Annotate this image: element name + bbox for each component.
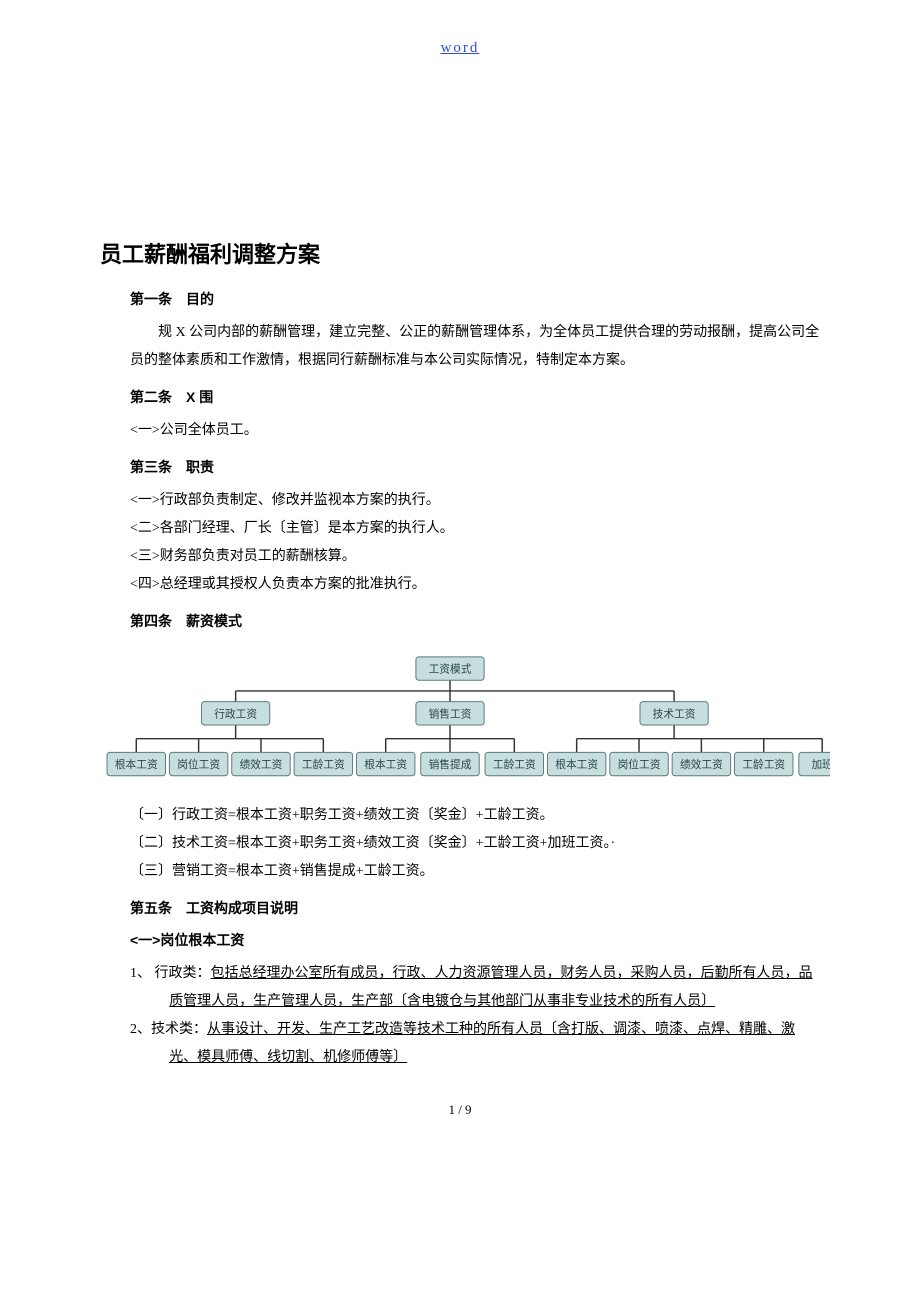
svg-text:绩效工资: 绩效工资 bbox=[240, 758, 283, 771]
svg-text:岗位工资: 岗位工资 bbox=[618, 758, 661, 771]
svg-text:加班: 加班 bbox=[811, 759, 830, 771]
article-3-item-2: <二>各部门经理、厂长〔主管〕是本方案的执行人。 bbox=[130, 515, 820, 543]
article-4-formula-3: 〔三〕营销工资=根本工资+销售提成+工龄工资。 bbox=[130, 858, 820, 886]
svg-text:绩效工资: 绩效工资 bbox=[680, 758, 723, 771]
article-5-item-1: 1、 行政类：包括总经理办公室所有成员，行政、人力资源管理人员，财务人员，采购人… bbox=[130, 960, 820, 1016]
svg-text:根本工资: 根本工资 bbox=[115, 758, 158, 771]
svg-text:工龄工资: 工龄工资 bbox=[742, 758, 785, 771]
svg-text:工龄工资: 工龄工资 bbox=[302, 758, 345, 771]
article-4-formula-2: 〔二〕技术工资=根本工资+职务工资+绩效工资〔奖金〕+工龄工资+加班工资。· bbox=[130, 830, 820, 858]
header-link[interactable]: word bbox=[100, 40, 820, 57]
article-3-item-4: <四>总经理或其授权人负责本方案的批准执行。 bbox=[130, 571, 820, 599]
svg-text:根本工资: 根本工资 bbox=[364, 758, 407, 771]
svg-text:销售工资: 销售工资 bbox=[429, 707, 472, 720]
item-underline: 从事设计、开发、生产工艺改造等技术工种的所有人员〔含打版、调漆、喷漆、点焊、精雕… bbox=[169, 1022, 795, 1065]
article-3-heading: 第三条 职责 bbox=[130, 457, 820, 477]
article-5-item-2: 2、技术类：从事设计、开发、生产工艺改造等技术工种的所有人员〔含打版、调漆、喷漆… bbox=[130, 1016, 820, 1072]
svg-text:根本工资: 根本工资 bbox=[555, 758, 598, 771]
article-5-heading: 第五条 工资构成项目说明 bbox=[130, 898, 820, 918]
svg-text:工资模式: 工资模式 bbox=[429, 662, 472, 675]
svg-text:技术工资: 技术工资 bbox=[653, 707, 696, 720]
article-2-heading: 第二条 X 围 bbox=[130, 387, 820, 407]
document-title: 员工薪酬福利调整方案 bbox=[100, 237, 820, 269]
article-1-body: 规 X 公司内部的薪酬管理，建立完整、公正的薪酬管理体系，为全体员工提供合理的劳… bbox=[130, 319, 820, 375]
svg-text:工龄工资: 工龄工资 bbox=[493, 758, 536, 771]
svg-text:岗位工资: 岗位工资 bbox=[177, 758, 220, 771]
article-2-item-1: <一>公司全体员工。 bbox=[130, 417, 820, 445]
svg-text:销售提成: 销售提成 bbox=[429, 758, 472, 771]
item-prefix: 1、 行政类： bbox=[130, 966, 211, 981]
article-3-item-1: <一>行政部负责制定、修改并监视本方案的执行。 bbox=[130, 487, 820, 515]
article-3-item-3: <三>财务部负责对员工的薪酬核算。 bbox=[130, 543, 820, 571]
item-prefix: 2、技术类： bbox=[130, 1022, 207, 1037]
article-5-sub1-heading: <一>岗位根本工资 bbox=[130, 930, 820, 950]
article-4-formula-1: 〔一〕行政工资=根本工资+职务工资+绩效工资〔奖金〕+工龄工资。 bbox=[130, 802, 820, 830]
svg-text:行政工资: 行政工资 bbox=[214, 707, 257, 720]
salary-mode-chart: 工资模式行政工资 销售工资 技术工资根本工资 岗位工资 绩效工资 工龄工资 根本工资 销售提成… bbox=[70, 651, 830, 787]
item-underline: 包括总经理办公室所有成员，行政、人力资源管理人员，财务人员，采购人员，后勤所有人… bbox=[169, 966, 812, 1009]
page-number: 1 / 9 bbox=[100, 1102, 820, 1118]
article-4-heading: 第四条 薪资模式 bbox=[130, 611, 820, 631]
article-1-heading: 第一条 目的 bbox=[130, 289, 820, 309]
